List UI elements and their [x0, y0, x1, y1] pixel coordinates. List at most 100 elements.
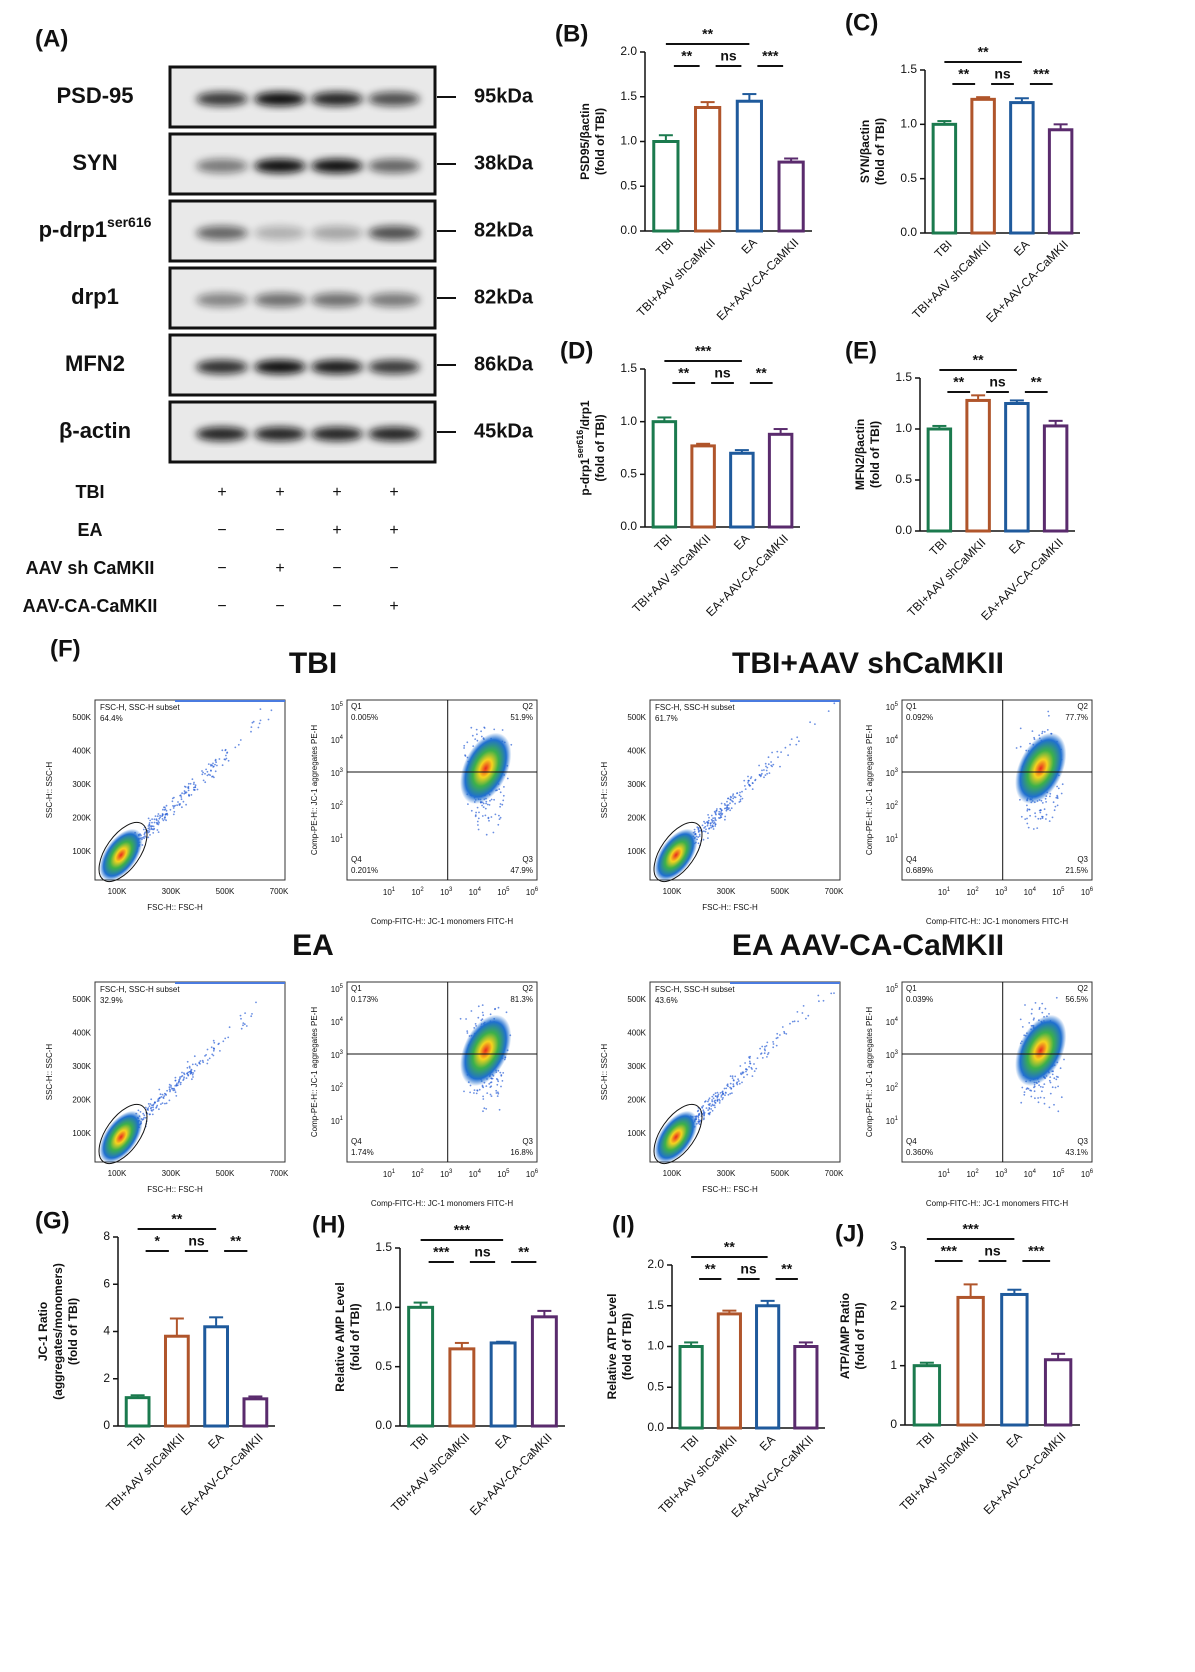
event-dot — [164, 1102, 166, 1105]
x-tick-label: TBI+AAV shCaMKII — [388, 1430, 472, 1514]
x-tick-label: 102 — [411, 887, 424, 898]
event-dot — [699, 829, 701, 832]
event-dot — [186, 1060, 189, 1063]
quadrant-percent: 0.005% — [351, 713, 378, 722]
event-dot — [164, 808, 167, 811]
event-dot — [488, 804, 491, 806]
event-dot — [199, 1060, 202, 1062]
event-dot — [729, 1082, 732, 1085]
plot-frame — [901, 699, 1093, 881]
condition-mark: + — [332, 484, 341, 501]
y-tick-label: 400K — [627, 747, 646, 756]
event-dot — [707, 814, 709, 816]
event-dot — [1041, 730, 1044, 733]
gate — [98, 1103, 148, 1165]
event-dot — [732, 1085, 735, 1088]
tick-base: 10 — [331, 985, 340, 994]
event-dot — [466, 1030, 469, 1032]
tick-base: 10 — [966, 1170, 975, 1179]
blot-band — [368, 226, 420, 240]
y-tick-label: 200K — [72, 814, 91, 823]
event-dot — [196, 1064, 199, 1067]
event-dot — [227, 759, 230, 762]
event-dot — [212, 762, 214, 765]
tick-exponent: 4 — [478, 1169, 482, 1175]
condition-label: AAV sh CaMKII — [26, 558, 155, 578]
event-dot — [716, 1096, 719, 1099]
event-dot — [166, 1089, 169, 1092]
event-dot — [191, 778, 194, 781]
x-tick-label: 700K — [270, 887, 289, 896]
y-axis-label-part: p-drp1 — [578, 458, 592, 496]
event-dot — [721, 1090, 724, 1093]
gate-percent: 32.9% — [100, 996, 123, 1005]
x-tick-label: 500K — [216, 887, 235, 896]
tick-exponent: 6 — [1090, 887, 1094, 893]
bar — [203, 1325, 230, 1428]
quadrant-percent: 1.74% — [351, 1148, 374, 1157]
event-dot — [218, 758, 221, 760]
event-dot — [720, 1096, 723, 1098]
event-dot — [749, 1055, 751, 1058]
significance-label: ns — [740, 1261, 757, 1277]
event-dot — [1048, 1079, 1051, 1082]
event-dot — [494, 813, 497, 816]
event-dot — [760, 774, 762, 777]
significance-label: *** — [695, 343, 712, 359]
tick-exponent: 3 — [340, 1050, 344, 1056]
event-dot — [149, 1113, 151, 1116]
event-dot — [157, 823, 160, 826]
event-dot — [1059, 1067, 1062, 1070]
event-dot — [712, 1093, 715, 1096]
event-dot — [732, 1083, 735, 1086]
event-dot — [748, 1060, 751, 1063]
event-dot — [1033, 1086, 1035, 1089]
y-tick-label: 300K — [72, 780, 91, 789]
event-dot — [204, 772, 206, 775]
event-dot — [467, 803, 469, 805]
tick-exponent: 2 — [340, 1083, 344, 1089]
event-dot — [1041, 815, 1043, 818]
protein-name: MFN2 — [65, 351, 125, 376]
event-dot — [698, 1123, 701, 1126]
tick-base: 10 — [938, 888, 947, 897]
blot-band — [311, 360, 363, 374]
tick-exponent: 2 — [420, 887, 424, 893]
bar — [242, 1397, 269, 1428]
event-dot — [148, 830, 151, 833]
event-dot — [502, 799, 505, 802]
y-axis-label: (fold of TBI) — [348, 1303, 362, 1370]
event-dot — [202, 771, 205, 774]
event-dot — [1043, 1097, 1046, 1099]
tick-base: 10 — [469, 888, 478, 897]
condition-label: AAV-CA-CaMKII — [23, 596, 158, 616]
event-dot — [711, 1099, 713, 1101]
tick-base: 10 — [331, 802, 340, 811]
event-dot — [245, 1025, 248, 1027]
event-dot — [161, 818, 164, 820]
event-dot — [697, 1116, 700, 1119]
size-label: 38kDa — [474, 152, 534, 174]
event-dot — [725, 1087, 728, 1090]
y-tick-label: 104 — [886, 735, 899, 746]
event-dot — [187, 782, 190, 785]
event-dot — [713, 820, 715, 822]
event-dot — [1049, 1081, 1052, 1084]
y-axis-label: (fold of TBI) — [66, 1298, 80, 1365]
event-dot — [764, 774, 767, 776]
event-dot — [711, 819, 714, 822]
event-dot — [159, 1093, 162, 1096]
event-dot — [741, 1081, 743, 1084]
event-dot — [492, 831, 495, 834]
x-tick-label: TBI+AAV shCaMKII — [897, 1429, 981, 1513]
x-tick-label: EA — [757, 1432, 778, 1453]
event-dot — [697, 828, 700, 831]
event-dot — [796, 736, 799, 739]
event-dot — [477, 828, 480, 831]
event-dot — [224, 748, 227, 751]
event-dot — [173, 1089, 176, 1091]
event-dot — [1045, 818, 1047, 820]
event-dot — [1053, 1077, 1056, 1080]
event-dot — [169, 1090, 171, 1093]
event-dot — [182, 1079, 185, 1081]
